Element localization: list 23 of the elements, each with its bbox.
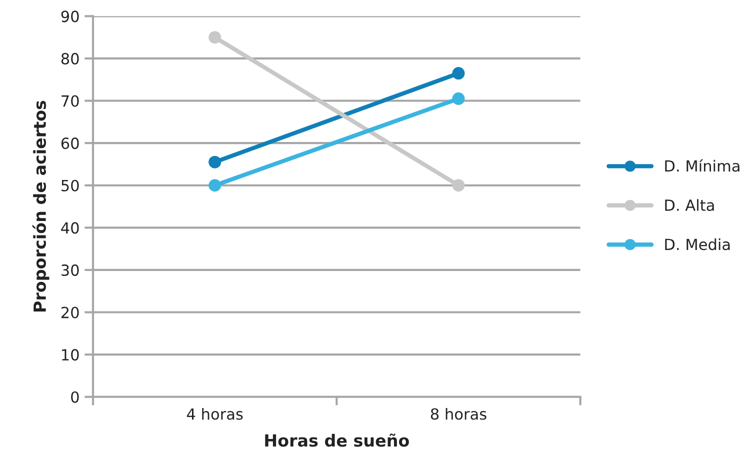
x-axis-title: Horas de sueño: [265, 434, 409, 447]
point: [452, 179, 465, 192]
point: [452, 67, 465, 80]
y-tick-label: 20: [61, 306, 79, 318]
x-tick-label: 4 horas: [186, 408, 243, 420]
point: [208, 31, 222, 44]
point: [208, 179, 222, 192]
y-tick-label: 50: [62, 180, 79, 192]
y-tick-label: 10: [62, 349, 79, 361]
legend-label: D. Alta: [665, 199, 714, 211]
y-tick-label: 60: [61, 138, 79, 150]
y-tick-label: 90: [61, 10, 79, 22]
y-tick-label: 70: [62, 95, 79, 107]
y-axis-title: Proporción de aciertos: [32, 100, 50, 312]
point: [208, 156, 222, 168]
y-tick-label: 40: [61, 222, 79, 234]
y-tick-label: 80: [61, 52, 79, 64]
legend-label: D. Mínima: [665, 159, 740, 172]
point: [452, 92, 465, 105]
y-tick-label: 30: [62, 264, 79, 276]
x-tick-label: 8 horas: [430, 408, 486, 420]
legend-label: D. Media: [665, 238, 730, 250]
y-tick-label: 0: [71, 391, 79, 403]
